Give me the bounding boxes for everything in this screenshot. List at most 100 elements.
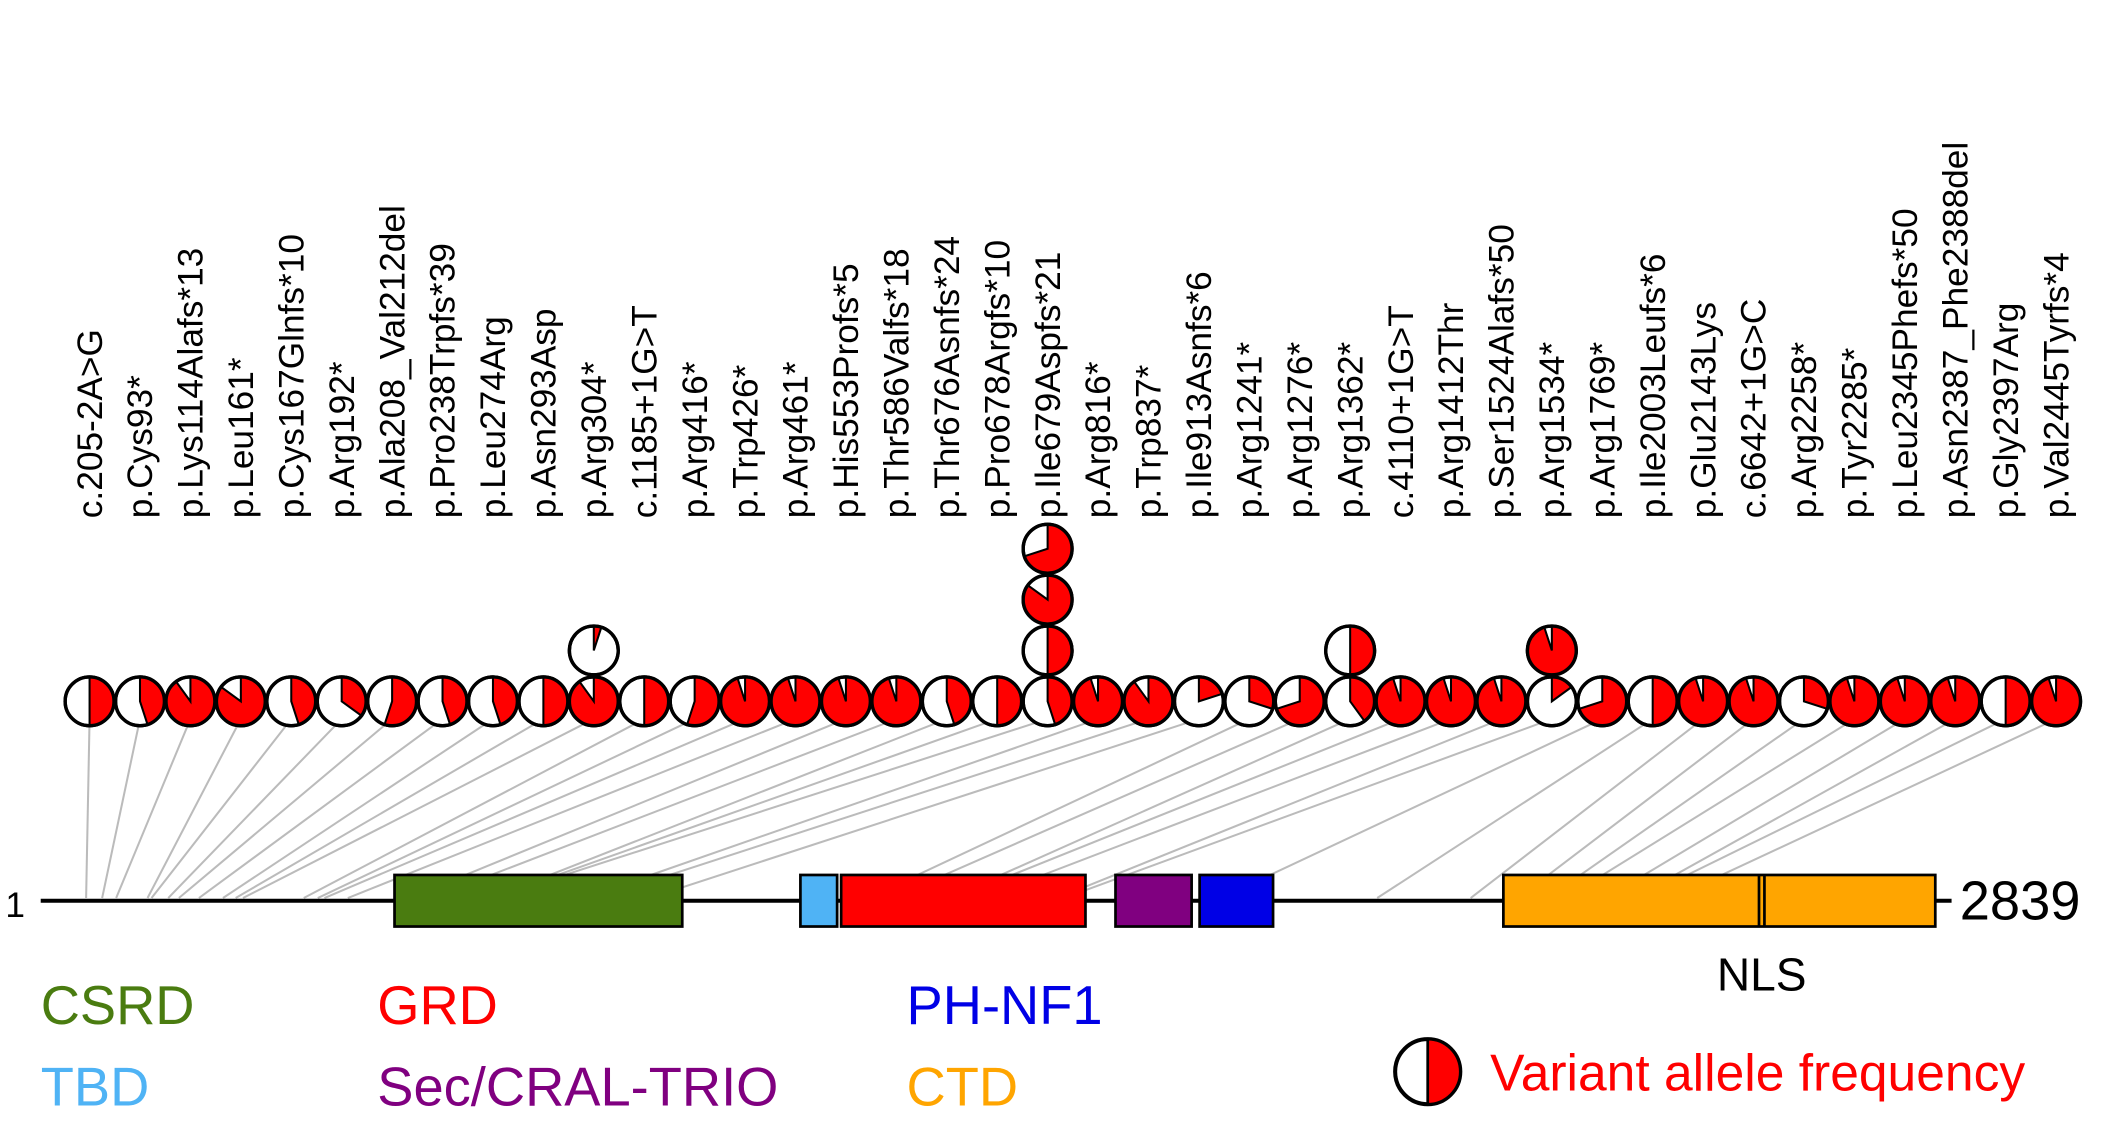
variant-label: p.Thr676Asnfs*24 (928, 236, 967, 518)
variant-label: p.Arg1241* (1231, 341, 1270, 518)
connectors (85, 717, 2057, 899)
pie-wedge (1349, 625, 1376, 676)
connector (146, 718, 242, 899)
variant-label: p.Arg1412Thr (1432, 302, 1471, 518)
connector (1470, 718, 1704, 899)
variant-label: p.His553Profs*5 (827, 263, 866, 518)
vaf-legend: Variant allele frequency (1393, 1037, 2025, 1107)
connector (1220, 718, 1603, 899)
variant-label: p.Arg1362* (1331, 341, 1370, 518)
domain-legend-label: TBD (41, 1057, 150, 1118)
connector (1546, 718, 1805, 899)
connector (408, 718, 847, 899)
labels: CSRD TBD GRD Sec/CRAL-TRIO PH-NF1 CTD NLS c.205… (41, 142, 2077, 1118)
pie-wedge (1046, 625, 1073, 676)
variant-label: p.Ala208_Val212del (373, 205, 412, 518)
domain-box (1114, 873, 1193, 928)
connector (115, 718, 192, 899)
variant-label: p.Arg304* (575, 361, 614, 518)
pie-outline (2029, 675, 2083, 728)
connector (235, 718, 544, 899)
connector (178, 718, 393, 899)
pie-outline (1324, 624, 1377, 677)
pie-outline (1021, 573, 1074, 626)
variant-label: c.6642+1G>C (1735, 299, 1774, 519)
connector (324, 718, 746, 899)
variant-label: p.Lys114Alafs*13 (172, 248, 211, 519)
pie-outline (1021, 522, 1074, 575)
length-label: 2839 (1960, 871, 2081, 932)
connector (1564, 718, 1855, 899)
connector (198, 718, 444, 899)
connector (649, 718, 1200, 899)
start-label: 1 (5, 886, 25, 925)
variant-label: p.Ile2003Leufs*6 (1634, 254, 1673, 519)
connector (317, 718, 696, 899)
connector (1057, 718, 1502, 899)
connector (868, 718, 1250, 899)
connector (891, 718, 1301, 899)
variant-label: p.Arg816* (1079, 361, 1118, 518)
connector (982, 718, 1452, 899)
variant-label: p.Pro678Argfs*10 (978, 240, 1017, 518)
variant-label: p.Cys167Glnfs*10 (272, 234, 311, 518)
pie-wedge (2004, 675, 2032, 727)
domain-legend-label: GRD (377, 975, 498, 1036)
connector (1063, 718, 1553, 899)
connector (101, 718, 141, 899)
variant-label: p.Pro238Trpfs*39 (424, 243, 463, 518)
connector (1376, 718, 1654, 899)
pie-outline (1021, 624, 1074, 677)
domain-box (839, 873, 1087, 928)
variant-label: p.Arg461* (777, 361, 816, 518)
variant-label: p.Leu2345Phefs*50 (1886, 208, 1925, 518)
variant-label: p.Ile913Asnfs*6 (1180, 271, 1219, 518)
nls-label: NLS (1717, 948, 1807, 1000)
variant-label: c.4110+1G>T (1382, 305, 1421, 518)
domain-legend-label: CSRD (41, 975, 195, 1036)
variant-label: p.Cys93* (121, 375, 160, 518)
pie-wedge (542, 675, 569, 727)
connector (167, 718, 343, 899)
connector (954, 718, 1401, 899)
pie-wedge (1651, 675, 1679, 727)
connector (948, 718, 1351, 899)
connector (222, 718, 494, 899)
variant-label: p.Ser1524Alafs*50 (1483, 224, 1522, 518)
connector (1604, 718, 1906, 899)
domain-legend-label: CTD (907, 1057, 1019, 1118)
pie-wedge (996, 675, 1023, 727)
connector (150, 718, 293, 899)
variant-label: p.Arg416* (676, 361, 715, 518)
domain-box (393, 873, 684, 928)
connector (1633, 718, 1956, 899)
variant-label: p.Arg1769* (1583, 341, 1622, 518)
variant-label: c.1185+1G>T (625, 305, 664, 518)
variant-label: p.Trp426* (726, 364, 765, 518)
pies (63, 522, 2083, 728)
variant-label: p.Asn2387_Phe2388del (1936, 142, 1975, 518)
connector (490, 718, 948, 899)
variant-label: p.Asn293Asp (525, 308, 564, 518)
domain-box (1502, 873, 1937, 928)
variant-label: p.Arg1276* (1281, 341, 1320, 518)
variant-label: p.Thr586Valfs*18 (878, 248, 917, 518)
variant-label: p.Arg2258* (1785, 341, 1824, 518)
variant-label: p.Ile679Aspfs*21 (1029, 252, 1068, 519)
connector (1671, 718, 2057, 899)
connector (303, 718, 645, 899)
variant-label: p.Arg1534* (1533, 341, 1572, 518)
connector (493, 717, 1048, 899)
domain-legend-label: PH-NF1 (907, 975, 1103, 1036)
legend-wedge (1426, 1037, 1462, 1106)
connector (598, 718, 1149, 899)
domain-box (1198, 873, 1275, 928)
legend-label: Variant allele frequency (1490, 1044, 2025, 1102)
variant-label: c.205-2A>G (71, 329, 110, 518)
pie-wedge (88, 675, 115, 727)
domain-legend-label: Sec/CRAL-TRIO (377, 1057, 778, 1118)
pie-outline (1525, 624, 1578, 677)
connector (492, 718, 998, 899)
